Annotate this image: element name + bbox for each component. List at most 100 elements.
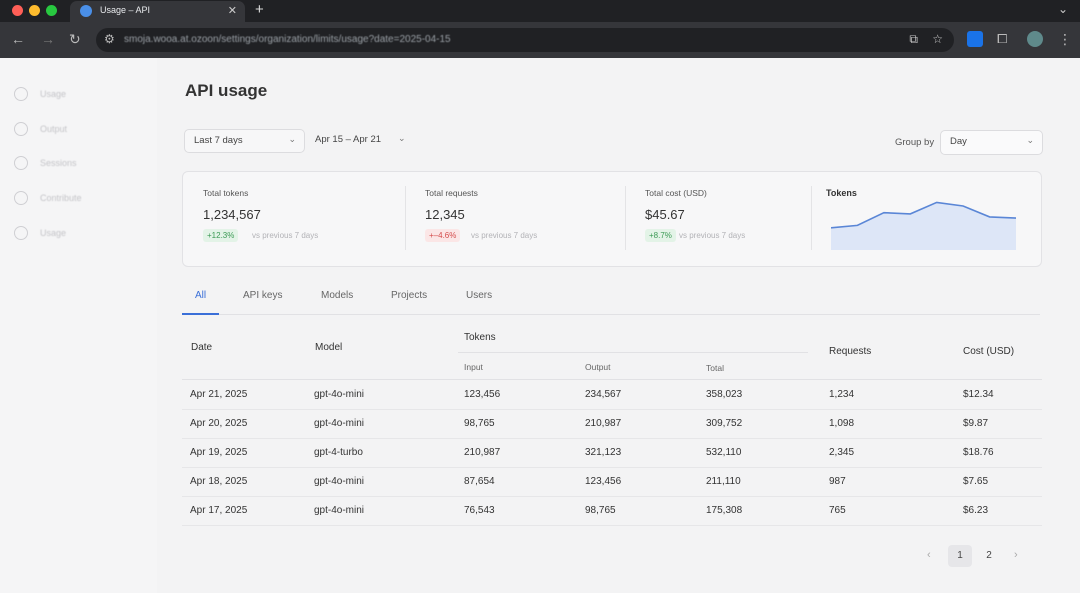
metric-change-badge: +12.3% [203, 229, 239, 242]
cell-model: gpt-4o-mini [314, 505, 365, 516]
tab-models[interactable]: Models [321, 290, 354, 301]
cell-requests: 2,345 [829, 447, 855, 458]
cell-requests: 765 [829, 505, 846, 516]
cell-model: gpt-4o-mini [314, 389, 365, 400]
tab-users[interactable]: Users [466, 290, 493, 301]
back-icon[interactable]: ← [11, 31, 25, 47]
table-row[interactable]: Apr 17, 2025 gpt-4o-mini 76,543 98,765 1… [182, 496, 1042, 526]
metric-compare-text: vs previous 7 days [252, 231, 319, 240]
period-select[interactable]: Last 7 days ⌄ [184, 129, 305, 153]
metric-label: Total tokens [203, 188, 249, 198]
cell-cost: $9.87 [963, 418, 989, 429]
cell-input: 76,543 [464, 505, 495, 516]
doc-icon [14, 226, 28, 240]
prev-page-icon[interactable]: ‹ [927, 549, 931, 561]
metric-value: 12,345 [425, 207, 465, 222]
table-row[interactable]: Apr 20, 2025 gpt-4o-mini 98,765 210,987 … [182, 409, 1042, 439]
favicon-icon [80, 5, 92, 17]
cell-date: Apr 21, 2025 [190, 389, 248, 400]
cell-output: 210,987 [585, 418, 622, 429]
sparkline-title: Tokens [826, 188, 857, 198]
column-header-requests[interactable]: Requests [829, 346, 872, 357]
tab-all[interactable]: All [195, 290, 207, 301]
site-settings-icon[interactable]: ⚙ [104, 32, 115, 46]
chevron-down-icon: ⌄ [288, 134, 296, 144]
cell-date: Apr 18, 2025 [190, 476, 248, 487]
metric-label: Total requests [425, 188, 478, 198]
table-row[interactable]: Apr 18, 2025 gpt-4o-mini 87,654 123,456 … [182, 467, 1042, 497]
tab-search-chevron-icon[interactable]: ⌄ [1057, 2, 1068, 16]
extension-icon[interactable] [967, 31, 983, 47]
profile-avatar-icon[interactable] [1027, 31, 1043, 47]
column-header-total[interactable]: Total [706, 363, 724, 373]
metric-compare-text: vs previous 7 days [679, 231, 746, 240]
cell-total: 532,110 [706, 447, 742, 458]
table-row[interactable]: Apr 21, 2025 gpt-4o-mini 123,456 234,567… [182, 380, 1042, 410]
divider [458, 352, 808, 353]
column-header-output[interactable]: Output [585, 362, 611, 372]
column-header-tokens: Tokens [464, 332, 496, 343]
divider [405, 186, 406, 250]
sidebar-item-label: Contribute [40, 193, 82, 203]
reload-icon[interactable]: ↻ [69, 31, 81, 47]
sidebar-item-label: Output [40, 124, 68, 134]
sidebar: Usage Output Sessions Contribute Usage [0, 58, 158, 593]
chart-icon [14, 87, 28, 101]
new-tab-button[interactable]: + [255, 1, 264, 18]
metric-value: $45.67 [645, 207, 685, 222]
metric-label: Total cost (USD) [645, 188, 707, 198]
address-bar[interactable]: ⚙ smoja.wooa.at.ozoon/settings/organizat… [96, 28, 954, 52]
column-header-cost[interactable]: Cost (USD) [963, 346, 1015, 357]
summary-card: Total tokens 1,234,567 +12.3% vs previou… [182, 171, 1042, 267]
cell-cost: $12.34 [963, 389, 994, 400]
page-button-1[interactable]: 1 [948, 545, 972, 567]
column-header-model[interactable]: Model [315, 342, 343, 353]
tab-close-icon[interactable]: ✕ [227, 5, 237, 17]
page: Usage Output Sessions Contribute Usage A… [0, 58, 1080, 593]
sparkline-area [831, 202, 1016, 250]
minimize-window-button[interactable] [29, 5, 40, 16]
pagination: ‹ 1 2 › [923, 545, 1033, 567]
cell-model: gpt-4-turbo [314, 447, 363, 458]
people-icon [14, 191, 28, 205]
column-header-date[interactable]: Date [191, 342, 213, 353]
install-app-icon[interactable]: ⧉ [909, 32, 918, 46]
cell-total: 358,023 [706, 389, 743, 400]
metric-total-cost: Total cost (USD) $45.67 +8.7% vs previou… [645, 172, 825, 266]
browser-tab-active[interactable]: Usage – API ✕ [70, 1, 245, 22]
group-by-label: Group by [895, 137, 935, 148]
browser-menu-icon[interactable]: ⋮ [1058, 31, 1072, 47]
sidebar-item-sessions[interactable]: Sessions [14, 155, 77, 171]
extensions-puzzle-icon[interactable]: ⧠ [997, 31, 1008, 46]
tab-api-keys[interactable]: API keys [243, 290, 283, 301]
column-header-input[interactable]: Input [464, 362, 483, 372]
cell-date: Apr 17, 2025 [190, 505, 248, 516]
table-row[interactable]: Apr 19, 2025 gpt-4-turbo 210,987 321,123… [182, 438, 1042, 468]
metric-total-requests: Total requests 12,345 +–4.6% vs previous… [425, 172, 625, 266]
next-page-icon[interactable]: › [1014, 549, 1018, 561]
browser-tab-strip: Usage – API ✕ + ⌄ [0, 0, 1080, 22]
sidebar-item-contribute[interactable]: Contribute [14, 190, 82, 206]
cell-input: 98,765 [464, 418, 495, 429]
page-button-2[interactable]: 2 [986, 550, 992, 561]
sidebar-item-usage[interactable]: Usage [14, 86, 66, 102]
tab-title: Usage – API [100, 5, 151, 15]
forward-icon[interactable]: → [41, 31, 55, 47]
main-content: API usage Last 7 days ⌄ Apr 15 – Apr 21 … [157, 58, 1080, 593]
url-text[interactable]: smoja.wooa.at.ozoon/settings/organizatio… [124, 34, 451, 45]
maximize-window-button[interactable] [46, 5, 57, 16]
chevron-down-icon[interactable]: ⌄ [398, 133, 406, 143]
divider [625, 186, 626, 250]
date-range-picker[interactable]: Apr 15 – Apr 21 [315, 134, 382, 145]
group-by-select[interactable]: Day ⌄ [940, 130, 1043, 155]
cell-output: 98,765 [585, 505, 616, 516]
tab-projects[interactable]: Projects [391, 290, 428, 301]
sidebar-item-usage-2[interactable]: Usage [14, 225, 66, 241]
bookmark-star-icon[interactable]: ☆ [932, 32, 943, 46]
cell-model: gpt-4o-mini [314, 418, 365, 429]
sidebar-item-label: Usage [40, 228, 67, 238]
cell-input: 123,456 [464, 389, 501, 400]
period-select-value: Last 7 days [194, 135, 243, 146]
close-window-button[interactable] [12, 5, 23, 16]
sidebar-item-output[interactable]: Output [14, 121, 67, 137]
